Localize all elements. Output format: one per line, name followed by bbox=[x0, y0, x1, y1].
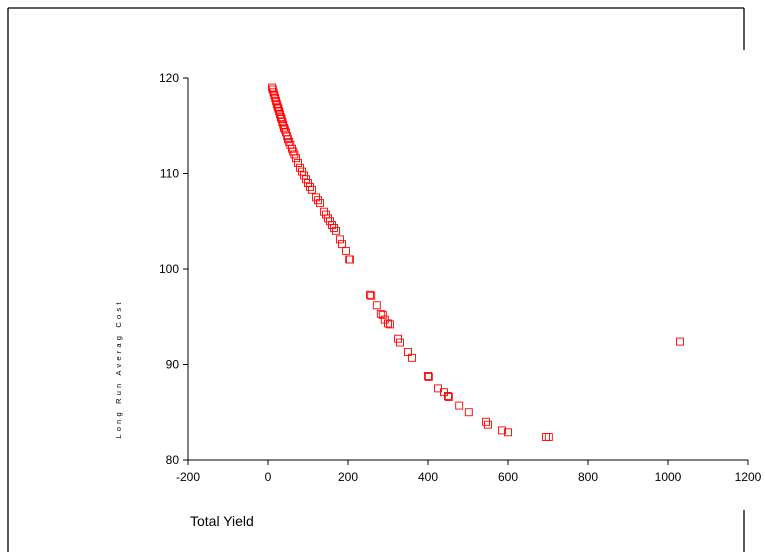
data-point bbox=[277, 115, 286, 124]
data-point bbox=[372, 301, 381, 310]
data-point bbox=[324, 214, 332, 223]
data-point bbox=[424, 372, 433, 381]
data-point bbox=[292, 154, 300, 163]
x-tick-label: 600 bbox=[498, 470, 518, 484]
data-point bbox=[330, 223, 338, 232]
data-point bbox=[336, 235, 344, 244]
y-tick-label: 80 bbox=[166, 453, 180, 467]
data-point bbox=[338, 240, 346, 249]
y-tick-label: 110 bbox=[160, 167, 179, 181]
data-point bbox=[320, 207, 328, 216]
data-point bbox=[284, 135, 292, 144]
data-point bbox=[288, 144, 296, 153]
x-tick-label: 1200 bbox=[735, 470, 762, 484]
data-point bbox=[498, 426, 506, 435]
x-tick-label: 1000 bbox=[655, 470, 682, 484]
data-point bbox=[332, 226, 340, 235]
data-point bbox=[424, 372, 432, 380]
data-point bbox=[271, 94, 280, 103]
data-point bbox=[367, 291, 376, 300]
data-point bbox=[464, 408, 473, 417]
data-point bbox=[444, 393, 453, 401]
data-point bbox=[268, 83, 276, 92]
y-tick-label: 90 bbox=[166, 358, 180, 372]
data-point bbox=[396, 338, 404, 347]
data-point bbox=[386, 320, 394, 329]
data-point bbox=[270, 91, 279, 100]
data-point bbox=[544, 433, 553, 442]
data-point bbox=[272, 99, 281, 108]
x-tick-label: 0 bbox=[265, 470, 272, 484]
data-point bbox=[294, 159, 302, 167]
data-point bbox=[276, 110, 284, 119]
data-point bbox=[273, 102, 282, 111]
data-point bbox=[676, 337, 684, 346]
scatter-points bbox=[268, 83, 684, 442]
x-tick-label: -200 bbox=[176, 470, 200, 484]
data-point bbox=[268, 85, 277, 94]
chart-frame bbox=[7, 7, 745, 552]
data-point bbox=[346, 255, 354, 264]
data-point bbox=[269, 88, 278, 97]
data-point bbox=[314, 196, 322, 205]
data-point bbox=[312, 193, 320, 202]
data-point bbox=[280, 123, 288, 132]
data-point bbox=[275, 107, 284, 116]
data-point bbox=[272, 96, 280, 105]
data-point bbox=[504, 428, 512, 437]
data-point bbox=[276, 113, 285, 122]
data-point bbox=[482, 417, 490, 426]
data-point bbox=[404, 348, 412, 357]
x-tick-label: 800 bbox=[578, 470, 598, 484]
data-point bbox=[274, 104, 283, 113]
data-point bbox=[308, 185, 316, 194]
y-tick-label: 120 bbox=[159, 71, 179, 85]
x-tick-label: 200 bbox=[338, 470, 358, 484]
data-point bbox=[328, 221, 336, 230]
data-point bbox=[279, 120, 288, 129]
data-point bbox=[455, 401, 464, 410]
data-point bbox=[366, 290, 374, 299]
y-axis-ticks: 80 90 100 110 120 bbox=[159, 71, 188, 467]
x-tick-label: 400 bbox=[418, 470, 438, 484]
y-axis-title: Long Run Averag Cost bbox=[114, 299, 123, 438]
plot-area bbox=[187, 78, 748, 461]
x-axis-ticks: -200 0 200 400 600 800 1000 1200 bbox=[176, 460, 762, 484]
x-axis-title: Total Yield bbox=[190, 513, 254, 529]
data-point bbox=[376, 309, 385, 318]
data-point bbox=[444, 392, 452, 400]
y-tick-label: 100 bbox=[159, 262, 179, 276]
data-point bbox=[342, 246, 350, 255]
data-point bbox=[542, 433, 550, 442]
data-point bbox=[316, 199, 324, 208]
data-point bbox=[484, 420, 492, 429]
data-point bbox=[408, 353, 416, 362]
data-point bbox=[306, 182, 314, 191]
data-point bbox=[384, 319, 392, 328]
data-point bbox=[278, 117, 287, 126]
data-point bbox=[283, 132, 292, 141]
data-point bbox=[378, 310, 387, 319]
